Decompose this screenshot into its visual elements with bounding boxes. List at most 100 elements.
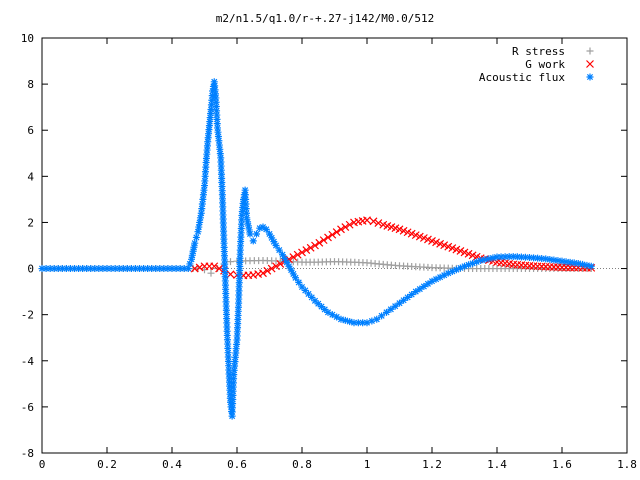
- x-tick-label: 1.2: [422, 458, 442, 471]
- y-tick-label: 8: [27, 78, 34, 91]
- data-point: [219, 211, 227, 219]
- data-point: [550, 256, 558, 264]
- series-g-work: [190, 216, 596, 280]
- y-tick-label: -8: [21, 447, 34, 460]
- data-point: [226, 390, 234, 398]
- data-point: [432, 275, 440, 283]
- x-tick-label: 0.6: [227, 458, 247, 471]
- data-point: [233, 340, 241, 348]
- data-point: [324, 308, 332, 316]
- data-point: [210, 262, 219, 271]
- data-point: [204, 138, 212, 146]
- data-point: [404, 293, 412, 301]
- data-point: [222, 306, 230, 314]
- y-tick-label: 10: [21, 32, 34, 45]
- data-point: [241, 186, 249, 194]
- data-point: [424, 280, 432, 288]
- data-point: [230, 375, 238, 383]
- data-point: [198, 200, 206, 208]
- data-point: [292, 274, 299, 282]
- data-point: [221, 281, 229, 289]
- data-point: [219, 223, 227, 231]
- data-point: [239, 203, 247, 211]
- data-point: [206, 114, 214, 122]
- data-point: [207, 105, 215, 113]
- data-point: [302, 246, 311, 255]
- data-point: [131, 265, 139, 273]
- data-point: [212, 103, 220, 111]
- data-point: [235, 299, 243, 307]
- data-point: [207, 269, 215, 277]
- data-point: [115, 265, 123, 273]
- data-point: [208, 92, 216, 100]
- data-point: [509, 253, 517, 261]
- legend-marker: [586, 47, 594, 55]
- data-point: [368, 317, 376, 325]
- data-point: [298, 248, 306, 257]
- data-point: [279, 251, 286, 259]
- x-tick-label: 1.6: [552, 458, 572, 471]
- data-point: [214, 124, 221, 132]
- data-point: [201, 168, 209, 176]
- data-point: [213, 115, 221, 123]
- data-point: [266, 230, 273, 238]
- data-point: [191, 239, 199, 247]
- data-point: [91, 265, 99, 273]
- data-point: [534, 254, 542, 262]
- data-point: [306, 243, 315, 252]
- data-point: [285, 262, 293, 270]
- data-point: [473, 258, 481, 266]
- data-point: [219, 203, 227, 211]
- data-point: [263, 266, 272, 275]
- data-point: [221, 260, 229, 268]
- data-point: [218, 174, 226, 182]
- data-point: [249, 271, 258, 279]
- data-point: [216, 145, 224, 153]
- x-tick-label: 0.4: [162, 458, 182, 471]
- data-point: [221, 273, 229, 281]
- y-tick-label: -4: [21, 355, 35, 368]
- data-point: [206, 118, 214, 126]
- data-point: [144, 265, 152, 273]
- data-point: [220, 252, 228, 260]
- data-point: [203, 150, 211, 158]
- x-tick-label: 1: [364, 458, 371, 471]
- data-point: [237, 220, 245, 228]
- data-point: [243, 214, 251, 222]
- data-point: [66, 265, 74, 273]
- data-point: [229, 396, 237, 404]
- data-point: [378, 312, 386, 320]
- data-point: [318, 303, 325, 311]
- data-point: [236, 246, 244, 254]
- data-point: [107, 265, 115, 273]
- data-point: [168, 265, 176, 273]
- data-point: [242, 200, 250, 208]
- data-point: [245, 226, 253, 234]
- data-point: [465, 261, 473, 269]
- data-point: [229, 379, 237, 387]
- data-point: [493, 253, 501, 261]
- data-point: [461, 262, 468, 270]
- data-point: [221, 256, 229, 264]
- data-point: [236, 242, 244, 250]
- data-point: [222, 294, 230, 302]
- plot-frame: [41, 37, 628, 454]
- data-point: [194, 228, 202, 236]
- data-point: [579, 260, 587, 268]
- data-point: [289, 253, 298, 261]
- data-point: [228, 408, 236, 416]
- data-point: [369, 217, 378, 226]
- data-point: [226, 382, 234, 390]
- data-point: [215, 264, 224, 273]
- data-point: [373, 315, 381, 323]
- data-point: [196, 218, 204, 226]
- data-point: [350, 319, 358, 327]
- data-point: [233, 328, 241, 336]
- legend-label: R stress: [512, 45, 565, 58]
- data-point: [236, 271, 243, 279]
- data-point: [211, 86, 219, 94]
- data-point: [238, 207, 246, 215]
- data-point: [229, 391, 237, 399]
- data-point: [230, 366, 238, 374]
- data-point: [199, 191, 207, 199]
